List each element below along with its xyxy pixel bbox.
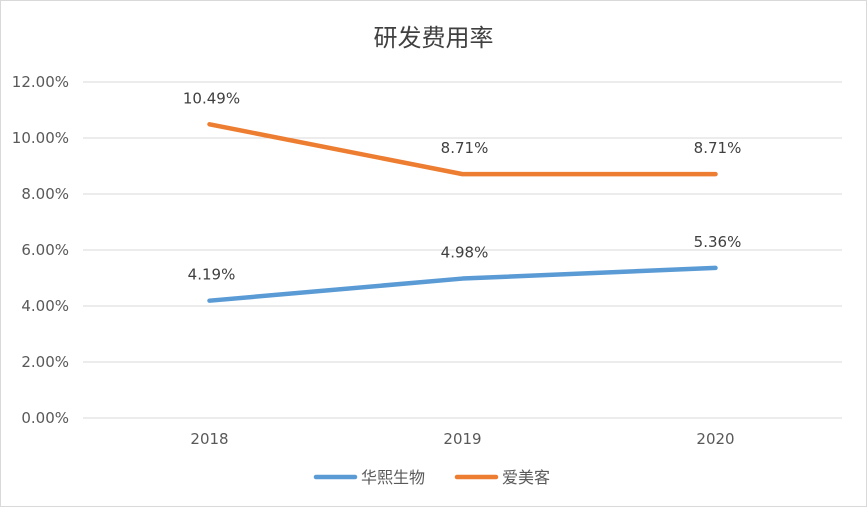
series-line-1: [207, 265, 718, 303]
data-label: 4.98%: [441, 244, 489, 262]
data-label: 4.19%: [188, 266, 236, 284]
y-tick-label: 12.00%: [12, 73, 69, 91]
data-label: 8.71%: [441, 139, 489, 157]
data-label: 8.71%: [694, 139, 742, 157]
x-tick-label: 2018: [190, 430, 228, 448]
y-tick-label: 2.00%: [21, 353, 69, 371]
y-tick-label: 6.00%: [21, 241, 69, 259]
x-tick-label: 2019: [443, 430, 481, 448]
x-tick-label: 2020: [696, 430, 734, 448]
data-label: 5.36%: [694, 233, 742, 251]
chart-title: 研发费用率: [373, 24, 494, 52]
y-tick-label: 10.00%: [12, 129, 69, 147]
legend-label: 爱美客: [502, 468, 550, 487]
legend-label: 华熙生物: [361, 468, 425, 487]
y-tick-label: 0.00%: [21, 409, 69, 427]
y-tick-label: 4.00%: [21, 297, 69, 315]
y-tick-label: 8.00%: [21, 185, 69, 203]
data-label: 10.49%: [183, 89, 240, 107]
